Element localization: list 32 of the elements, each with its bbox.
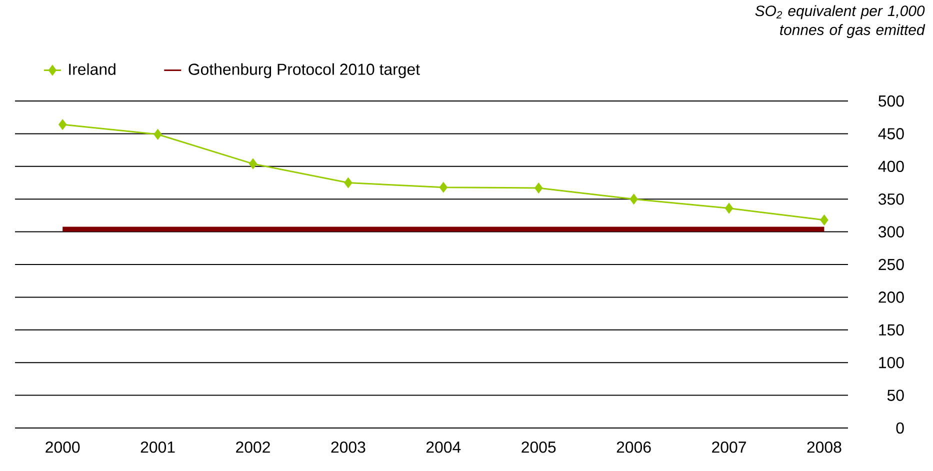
point — [820, 214, 828, 226]
y-tick-label: 150 — [879, 324, 904, 336]
x-tick-label: 2004 — [426, 442, 461, 453]
point — [344, 177, 352, 188]
point — [58, 119, 67, 130]
x-tick-label: 2000 — [46, 442, 80, 453]
y-tick-label: 250 — [878, 258, 904, 270]
x-tick-label: 2002 — [236, 442, 270, 453]
y-tick-label: 50 — [887, 390, 904, 401]
y-tick-label: 200 — [878, 292, 904, 303]
x-tick-label: 2001 — [140, 442, 175, 453]
point — [630, 194, 638, 205]
y-tick-label: 100 — [879, 356, 904, 368]
y-tick-label: 0 — [896, 422, 904, 434]
point — [724, 202, 734, 214]
point — [154, 128, 162, 140]
y-tick-label: 350 — [878, 193, 904, 205]
y-tick-label: 400 — [878, 160, 904, 172]
y-tick-label: 500 — [878, 95, 904, 107]
x-tick-label: 2007 — [712, 442, 746, 453]
point — [439, 182, 448, 193]
legend-label: Gothenburg Protocol 2010 target — [188, 63, 420, 78]
x-tick-label: 2006 — [616, 442, 651, 453]
x-tick-label: 2005 — [522, 442, 556, 453]
y-tick-label: 450 — [878, 128, 904, 140]
point — [534, 182, 543, 194]
y-tick-label: 300 — [878, 226, 904, 238]
y-axis-title: SO$_{2}$ equivalent per 1,000 tonnes of gas emitted — [755, 5, 926, 38]
x-tick-label: 2008 — [807, 442, 842, 453]
legend-label: Ireland — [69, 63, 116, 75]
x-tick-label: 2003 — [331, 442, 366, 453]
point — [248, 158, 258, 170]
